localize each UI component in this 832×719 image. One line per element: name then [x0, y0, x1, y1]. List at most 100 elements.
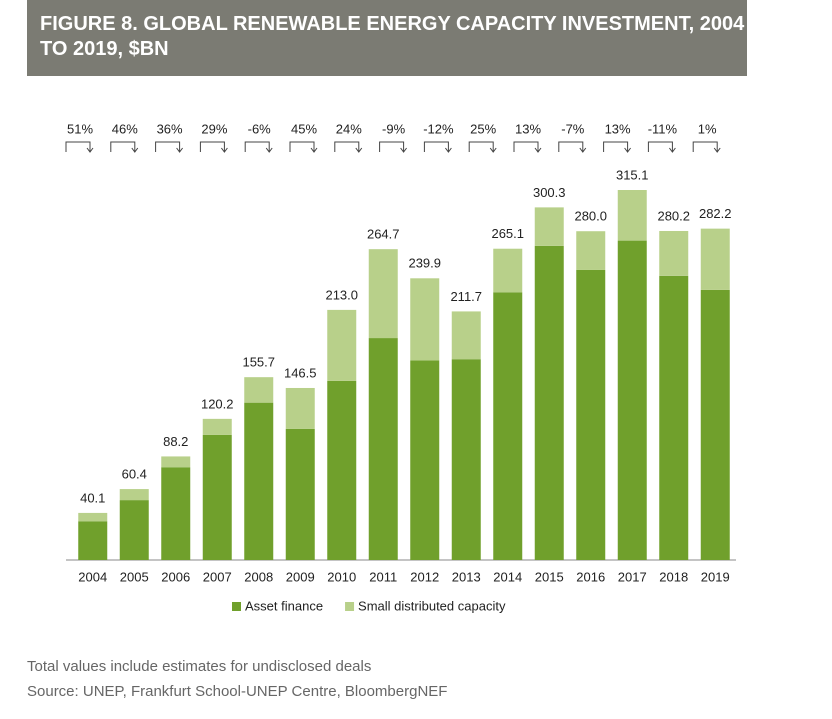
growth-label: -9%	[382, 121, 406, 136]
x-tick-label: 2018	[659, 569, 688, 584]
bar-segment	[161, 467, 191, 560]
bar-segment	[451, 359, 481, 560]
bar-segment	[285, 387, 315, 429]
total-label: 146.5	[284, 365, 317, 380]
bar-segment	[368, 249, 398, 339]
bar-segment	[493, 248, 523, 293]
growth-label: 29%	[201, 121, 227, 136]
x-tick-label: 2017	[618, 569, 647, 584]
bar-segment	[576, 231, 606, 270]
growth-arrow	[244, 141, 273, 153]
total-label: 155.7	[242, 355, 275, 370]
growth-label: 24%	[336, 121, 362, 136]
bar-segment	[119, 489, 149, 501]
growth-arrow	[155, 141, 183, 153]
total-label: 265.1	[491, 226, 524, 241]
chart-title: FIGURE 8. GLOBAL RENEWABLE ENERGY CAPACI…	[27, 0, 747, 76]
x-tick-label: 2006	[161, 569, 190, 584]
growth-label: -11%	[648, 121, 678, 136]
chart: 40.1 2004 60.4 2005 88.2 2006 120.2 2007 155.7 20…	[65, 121, 736, 613]
total-label: 213.0	[325, 287, 358, 302]
growth-arrow	[468, 141, 497, 153]
legend-label: Small distributed capacity	[358, 598, 506, 613]
x-tick-label: 2007	[203, 569, 232, 584]
x-tick-label: 2013	[452, 569, 481, 584]
bar-segment	[161, 456, 191, 468]
growth-arrow	[647, 141, 676, 153]
growth-arrow	[199, 141, 228, 153]
growth-arrow	[513, 141, 542, 153]
x-tick-label: 2010	[327, 569, 356, 584]
growth-arrow	[379, 141, 407, 153]
growth-arrow	[692, 141, 721, 153]
x-tick-label: 2004	[78, 569, 107, 584]
growth-label: -7%	[561, 121, 585, 136]
x-tick-label: 2012	[410, 569, 439, 584]
x-tick-label: 2015	[535, 569, 564, 584]
total-label: 315.1	[616, 167, 649, 182]
growth-label: 25%	[470, 121, 496, 136]
bar-segment	[78, 521, 108, 560]
total-label: 60.4	[122, 467, 147, 482]
bar-segment	[202, 434, 232, 560]
x-tick-label: 2009	[286, 569, 315, 584]
total-label: 280.0	[574, 209, 607, 224]
bar-segment	[285, 428, 315, 560]
bar-segment	[244, 402, 274, 560]
bar-segment	[659, 230, 689, 276]
growth-label: 46%	[112, 121, 138, 136]
total-label: 280.2	[657, 208, 690, 223]
bar-segment	[700, 228, 730, 290]
x-tick-label: 2005	[120, 569, 149, 584]
x-tick-label: 2019	[701, 569, 730, 584]
growth-arrow	[603, 141, 631, 153]
bar-segment	[451, 311, 481, 360]
x-tick-label: 2008	[244, 569, 273, 584]
bar-segment	[119, 500, 149, 560]
x-tick-label: 2014	[493, 569, 522, 584]
bar-segment	[410, 278, 440, 361]
bar-segment	[659, 275, 689, 560]
growth-arrow	[65, 141, 94, 153]
bar-segment	[576, 269, 606, 560]
bar-segment	[493, 292, 523, 560]
total-label: 300.3	[533, 185, 566, 200]
growth-arrow	[334, 141, 363, 153]
growth-arrow	[423, 141, 452, 153]
bar-segment	[244, 377, 274, 403]
x-tick-label: 2016	[576, 569, 605, 584]
bar-segment	[327, 309, 357, 381]
growth-arrow	[110, 141, 139, 153]
bar-segment	[617, 190, 647, 241]
bar-segment	[617, 240, 647, 561]
growth-label: 36%	[157, 121, 183, 136]
bar-segment	[700, 289, 730, 560]
legend-label: Asset finance	[245, 598, 323, 613]
bar-segment	[78, 512, 108, 522]
note: Total values include estimates for undis…	[27, 658, 372, 675]
bar-segment	[534, 245, 564, 560]
growth-label: -12%	[423, 121, 454, 136]
bar-segment	[410, 360, 440, 560]
legend-swatch	[345, 602, 355, 611]
growth-label: 45%	[291, 121, 317, 136]
bar-segment	[368, 338, 398, 560]
growth-label: -6%	[248, 121, 272, 136]
growth-label: 13%	[515, 121, 541, 136]
total-label: 239.9	[408, 256, 441, 271]
growth-label: 51%	[67, 121, 93, 136]
growth-label: 1%	[698, 121, 717, 136]
growth-arrow	[289, 141, 318, 153]
total-label: 40.1	[80, 490, 105, 505]
legend-swatch	[232, 602, 241, 611]
bar-segment	[534, 207, 564, 246]
total-label: 88.2	[163, 434, 188, 449]
bar-segment	[202, 418, 232, 435]
bar-segment	[327, 380, 357, 560]
total-label: 120.2	[201, 396, 234, 411]
x-tick-label: 2011	[369, 569, 397, 584]
growth-arrow	[558, 141, 587, 153]
total-label: 264.7	[367, 227, 400, 242]
total-label: 282.2	[699, 206, 732, 221]
